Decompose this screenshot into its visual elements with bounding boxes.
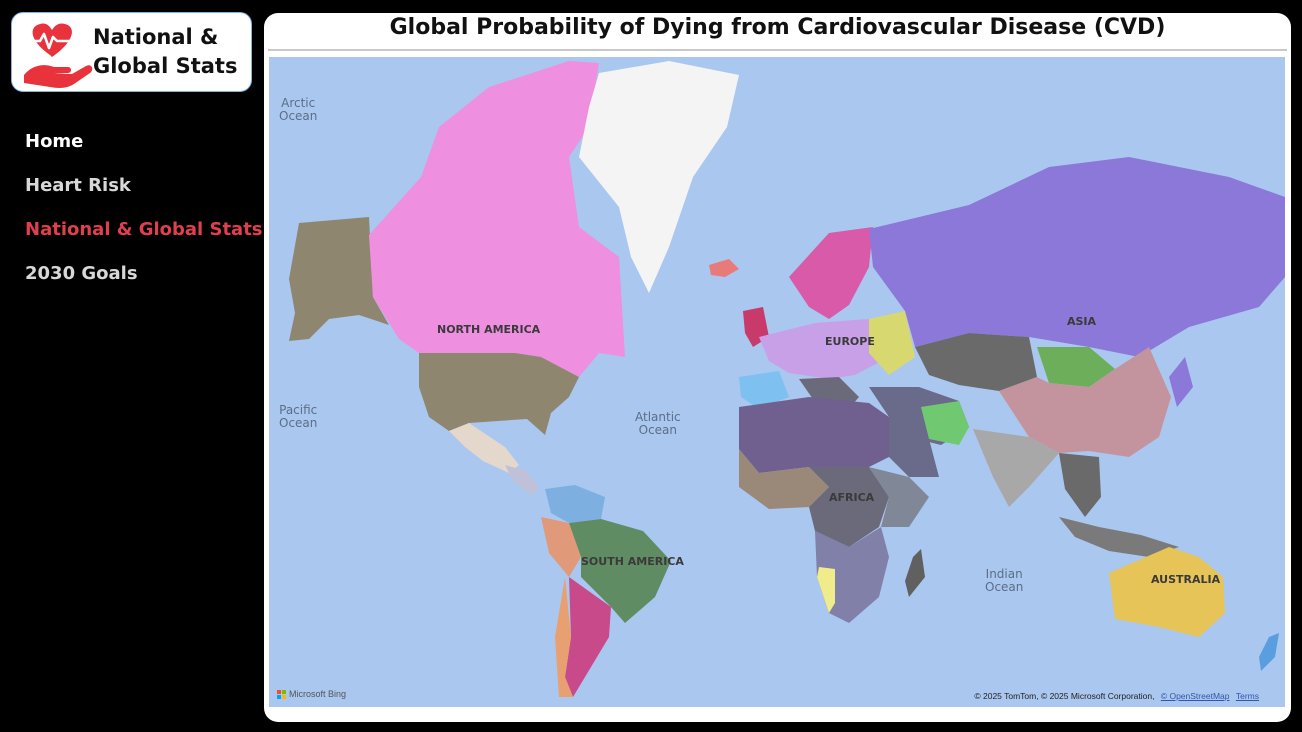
- nav-item-2030-goals[interactable]: 2030 Goals: [25, 263, 138, 284]
- region-north-africa: [739, 397, 889, 473]
- map-canvas[interactable]: [269, 57, 1285, 707]
- region-iberia: [739, 371, 789, 409]
- region-namibia: [817, 567, 835, 613]
- label-pacific-ocean: Pacific Ocean: [279, 403, 318, 430]
- region-brazil: [569, 519, 671, 623]
- nav-item-national-global-stats[interactable]: National & Global Stats: [25, 219, 263, 240]
- logo-card: National & Global Stats: [11, 12, 252, 92]
- title-divider: [268, 49, 1287, 51]
- label-atlantic-ocean: Atlantic Ocean: [635, 410, 681, 437]
- logo-title: National & Global Stats: [93, 23, 237, 81]
- label-australia: AUSTRALIA: [1151, 573, 1221, 586]
- logo-line2: Global Stats: [93, 54, 238, 78]
- region-eastern-europe: [869, 311, 915, 375]
- sidebar-nav: Home Heart Risk National & Global Stats …: [25, 128, 263, 304]
- region-alaska: [289, 217, 389, 341]
- region-colombia-venezuela: [545, 485, 605, 523]
- label-asia: ASIA: [1067, 315, 1097, 328]
- region-new-zealand: [1259, 633, 1279, 671]
- region-argentina: [565, 577, 611, 697]
- terms-link[interactable]: Terms: [1235, 691, 1259, 701]
- region-east-africa: [869, 467, 929, 527]
- label-north-america: NORTH AMERICA: [437, 323, 541, 336]
- main-panel: Global Probability of Dying from Cardiov…: [264, 13, 1291, 722]
- logo-line1: National &: [93, 25, 219, 49]
- region-china: [999, 347, 1171, 457]
- region-central-africa: [809, 467, 889, 547]
- region-scandinavia: [789, 227, 873, 319]
- label-south-america: SOUTH AMERICA: [581, 555, 684, 568]
- region-australia: [1109, 547, 1225, 637]
- region-central-america: [505, 465, 539, 495]
- label-arctic-ocean: Arctic Ocean: [279, 96, 318, 123]
- bing-logo: Microsoft Bing: [277, 689, 346, 699]
- region-indonesia: [1059, 517, 1179, 557]
- label-africa: AFRICA: [829, 491, 875, 504]
- region-canada: [369, 61, 625, 377]
- region-mongolia: [1037, 347, 1115, 387]
- world-map[interactable]: Arctic Ocean Pacific Ocean Atlantic Ocea…: [269, 57, 1285, 707]
- region-usa: [419, 353, 579, 435]
- region-western-europe: [759, 319, 889, 379]
- heart-in-hand-icon: [24, 23, 93, 88]
- region-madagascar: [905, 549, 925, 597]
- label-indian-ocean: Indian Ocean: [985, 567, 1024, 594]
- region-iran: [921, 401, 969, 445]
- region-russia: [869, 157, 1285, 357]
- microsoft-logo-icon: [277, 689, 286, 699]
- nav-item-heart-risk[interactable]: Heart Risk: [25, 175, 131, 196]
- map-attribution: © 2025 TomTom, © 2025 Microsoft Corporat…: [974, 691, 1259, 701]
- region-greenland: [579, 61, 739, 293]
- page-title: Global Probability of Dying from Cardiov…: [389, 15, 1166, 40]
- region-kazakhstan: [915, 333, 1037, 391]
- region-india: [973, 429, 1059, 507]
- bing-label: Microsoft Bing: [289, 689, 347, 699]
- region-iceland: [709, 259, 739, 277]
- region-southeast-asia: [1059, 453, 1101, 517]
- region-peru: [541, 517, 581, 577]
- label-europe: EUROPE: [825, 335, 875, 348]
- region-west-africa: [739, 449, 829, 509]
- osm-link[interactable]: © OpenStreetMap: [1160, 691, 1230, 701]
- attribution-text: © 2025 TomTom, © 2025 Microsoft Corporat…: [974, 691, 1155, 701]
- nav-item-home[interactable]: Home: [25, 131, 84, 152]
- region-mexico: [449, 423, 519, 473]
- region-chile: [555, 577, 573, 697]
- region-saudi: [889, 417, 939, 477]
- region-japan: [1169, 357, 1193, 407]
